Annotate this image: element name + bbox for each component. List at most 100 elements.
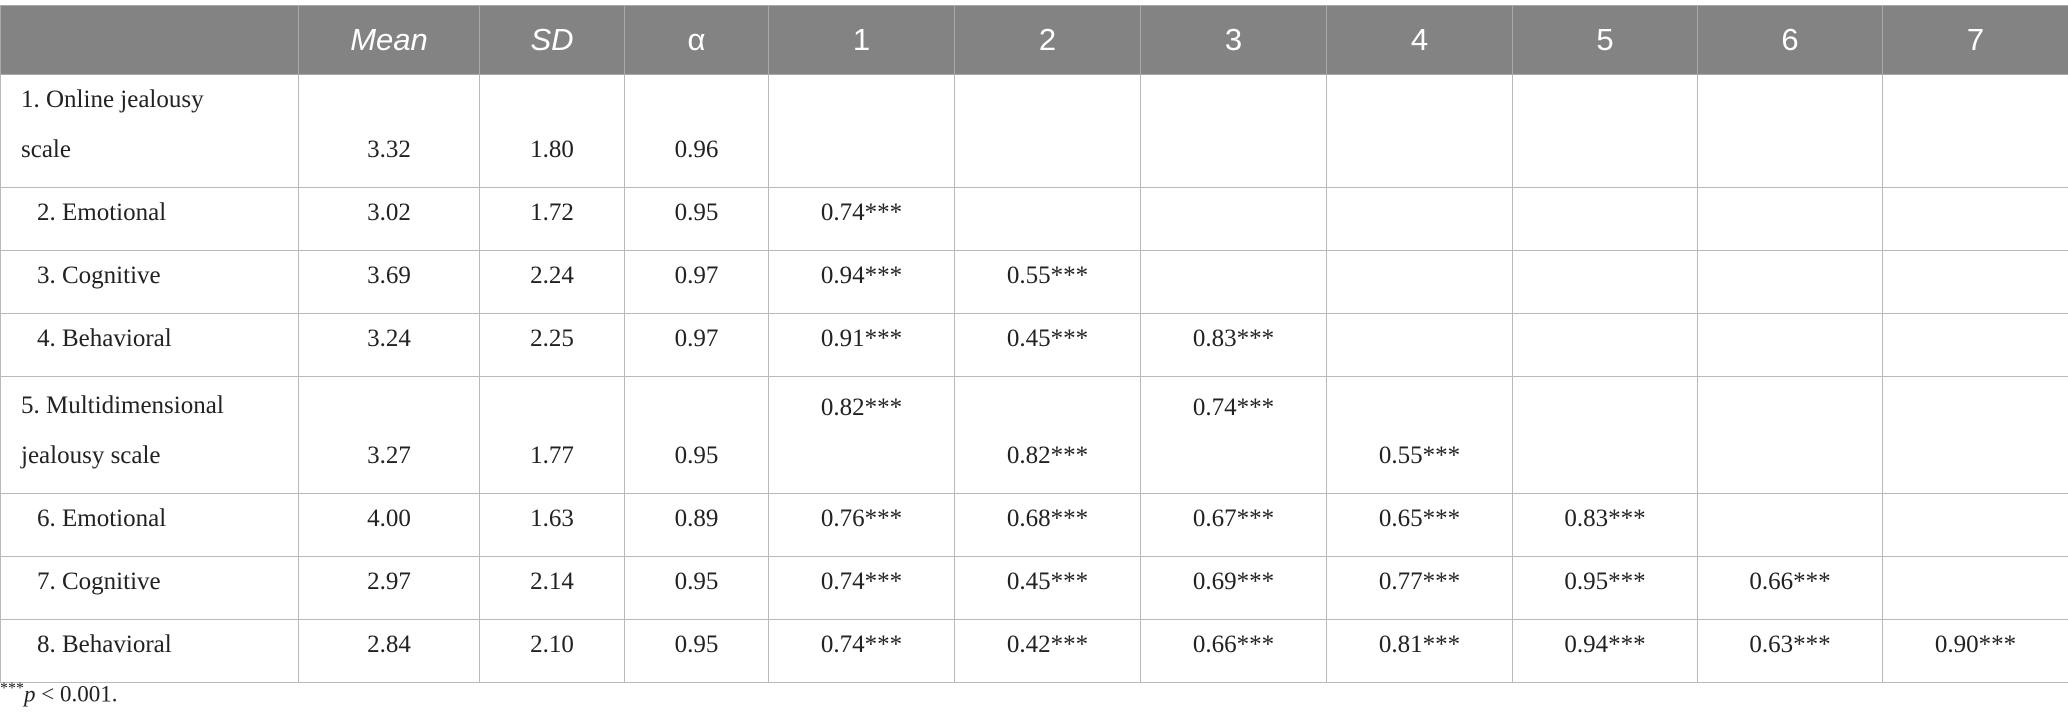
header-cell: 7 <box>1882 5 2068 75</box>
table-cell: 1.80 <box>479 74 625 188</box>
table-cell: 0.68*** <box>954 493 1141 557</box>
table-cell <box>768 74 955 188</box>
table-cell <box>1882 74 2068 188</box>
table-cell: 0.94*** <box>768 250 955 314</box>
table-cell: 0.63*** <box>1697 619 1883 683</box>
header-cell: 4 <box>1326 5 1513 75</box>
table-cell: 3.69 <box>298 250 480 314</box>
table-cell: 0.77*** <box>1326 556 1513 620</box>
footnote-text: < 0.001. <box>35 681 118 707</box>
header-cell: Mean <box>298 5 480 75</box>
table-cell <box>1512 250 1698 314</box>
table-cell: 0.69*** <box>1140 556 1327 620</box>
table-cell <box>1697 187 1883 251</box>
table-cell <box>1882 313 2068 377</box>
header-cell: 6 <box>1697 5 1883 75</box>
table-cell: 0.66*** <box>1140 619 1327 683</box>
table-cell: 0.74*** <box>1140 376 1327 494</box>
table-cell: 3.24 <box>298 313 480 377</box>
table-cell: 0.96 <box>624 74 769 188</box>
table-cell: 0.55*** <box>1326 376 1513 494</box>
table-cell: 0.65*** <box>1326 493 1513 557</box>
table-cell <box>1512 313 1698 377</box>
table-cell: 2.10 <box>479 619 625 683</box>
table-cell: 0.66*** <box>1697 556 1883 620</box>
header-cell: SD <box>479 5 625 75</box>
header-cell: 1 <box>768 5 955 75</box>
table-cell <box>1326 250 1513 314</box>
table-cell: 0.45*** <box>954 313 1141 377</box>
table-cell: 1.77 <box>479 376 625 494</box>
table-cell: 0.81*** <box>1326 619 1513 683</box>
table-cell: 3.02 <box>298 187 480 251</box>
table-cell: 0.74*** <box>768 619 955 683</box>
table-row: 2. Emotional 3.02 1.72 0.95 0.74*** <box>0 187 2068 251</box>
table-cell: 0.90*** <box>1882 619 2068 683</box>
row-label: 7. Cognitive <box>0 556 299 620</box>
table-row: 8. Behavioral 2.84 2.10 0.95 0.74*** 0.42*** 0… <box>0 619 2068 683</box>
table-row: 6. Emotional 4.00 1.63 0.89 0.76*** 0.68*** 0.… <box>0 493 2068 557</box>
table-cell: 3.27 <box>298 376 480 494</box>
row-label: 4. Behavioral <box>0 313 299 377</box>
table-cell <box>1140 74 1327 188</box>
table-cell <box>1882 187 2068 251</box>
table-row: 3. Cognitive 3.69 2.24 0.97 0.94*** 0.55*** <box>0 250 2068 314</box>
table-cell: 2.84 <box>298 619 480 683</box>
header-cell: 5 <box>1512 5 1698 75</box>
row-label: 1. Online jealousy scale <box>0 74 299 188</box>
table-cell: 0.91*** <box>768 313 955 377</box>
table-cell: 0.74*** <box>768 187 955 251</box>
table-cell: 2.14 <box>479 556 625 620</box>
table-cell: 0.97 <box>624 250 769 314</box>
table-cell: 4.00 <box>298 493 480 557</box>
table-cell <box>1882 376 2068 494</box>
table-cell <box>1512 187 1698 251</box>
table-cell <box>954 187 1141 251</box>
footnote: ***p < 0.001. <box>0 680 117 708</box>
header-row: Mean SD α 1 2 3 4 5 6 7 <box>0 5 2068 75</box>
row-label: 3. Cognitive <box>0 250 299 314</box>
table-cell: 0.74*** <box>768 556 955 620</box>
table-cell <box>1140 250 1327 314</box>
table-row: 5. Multidimensional jealousy scale 3.27 1.… <box>0 376 2068 494</box>
table-cell: 0.82*** <box>954 376 1141 494</box>
table-cell: 0.83*** <box>1512 493 1698 557</box>
table-cell: 1.72 <box>479 187 625 251</box>
table-cell: 0.95 <box>624 556 769 620</box>
table-cell: 0.95 <box>624 187 769 251</box>
correlation-table: Mean SD α 1 2 3 4 5 6 7 1. Online jealousy scale 3… <box>0 5 2068 683</box>
table-cell <box>1326 74 1513 188</box>
table-cell <box>1882 250 2068 314</box>
table-cell: 2.25 <box>479 313 625 377</box>
table-cell <box>1697 74 1883 188</box>
row-label: 5. Multidimensional jealousy scale <box>0 376 299 494</box>
table-cell: 2.24 <box>479 250 625 314</box>
table-cell <box>1697 313 1883 377</box>
footnote-symbol: p <box>24 681 36 707</box>
header-cell: 3 <box>1140 5 1327 75</box>
table-cell <box>1326 187 1513 251</box>
table-cell: 3.32 <box>298 74 480 188</box>
table-cell <box>1326 313 1513 377</box>
table-cell: 0.55*** <box>954 250 1141 314</box>
table-cell: 0.82*** <box>768 376 955 494</box>
table-cell: 0.95 <box>624 619 769 683</box>
table-cell: 0.97 <box>624 313 769 377</box>
table-cell: 0.95*** <box>1512 556 1698 620</box>
table-row: 7. Cognitive 2.97 2.14 0.95 0.74*** 0.45*** 0.… <box>0 556 2068 620</box>
row-label: 6. Emotional <box>0 493 299 557</box>
table-row: 4. Behavioral 3.24 2.25 0.97 0.91*** 0.45*** 0… <box>0 313 2068 377</box>
table-cell <box>1140 187 1327 251</box>
table-cell: 0.67*** <box>1140 493 1327 557</box>
table-cell: 0.83*** <box>1140 313 1327 377</box>
row-label: 8. Behavioral <box>0 619 299 683</box>
table-cell: 0.95 <box>624 376 769 494</box>
table-cell: 0.89 <box>624 493 769 557</box>
table-cell: 2.97 <box>298 556 480 620</box>
table-cell <box>954 74 1141 188</box>
table-cell <box>1882 493 2068 557</box>
header-cell <box>0 5 299 75</box>
row-label: 2. Emotional <box>0 187 299 251</box>
table-cell <box>1512 376 1698 494</box>
